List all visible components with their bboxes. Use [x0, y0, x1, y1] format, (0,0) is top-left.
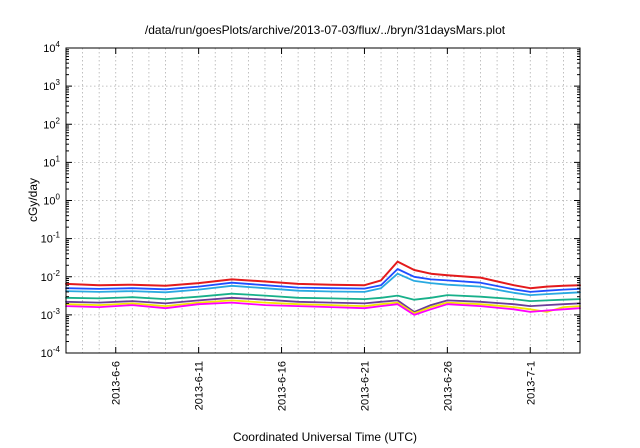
y-tick-label: 10-1: [41, 231, 61, 246]
y-tick-label: 103: [43, 78, 60, 93]
x-tick-label: 2013-6-16: [277, 361, 289, 411]
chart-title: /data/run/goesPlots/archive/2013-07-03/f…: [145, 23, 506, 37]
series-line-4: [65, 292, 581, 303]
y-tick-label: 102: [43, 116, 60, 131]
y-tick-label: 10-3: [41, 307, 61, 322]
series-line-7: [65, 301, 581, 316]
x-tick-label: 2013-6-11: [194, 361, 206, 410]
series-group: [65, 260, 581, 316]
y-axis: 10-4 10-3 10-2 10-1 100 101 102 103 104: [41, 40, 580, 360]
x-tick-label: 2013-6-26: [442, 361, 454, 411]
series-line-6: [65, 299, 581, 315]
series-line-3: [65, 272, 581, 297]
x-tick-label: 2013-7-1: [525, 361, 537, 405]
series-line-2: [65, 268, 581, 293]
y-tick-label: 10-4: [41, 345, 61, 360]
y-tick-label: 10-2: [41, 269, 61, 284]
y-tick-label: 104: [43, 40, 60, 55]
y-axis-label: cGy/day: [26, 178, 40, 222]
x-tick-label: 2013-6-6: [111, 361, 123, 405]
x-axis-label: Coordinated Universal Time (UTC): [233, 430, 417, 444]
series-line-5: [65, 296, 581, 313]
grid: [66, 48, 580, 353]
series-line-1: [65, 260, 581, 290]
y-tick-label: 101: [43, 154, 60, 169]
x-tick-label: 2013-6-21: [359, 361, 371, 411]
x-axis: 2013-6-6 2013-6-11 2013-6-16 2013-6-21 2013-…: [111, 48, 537, 411]
y-tick-label: 100: [43, 193, 60, 208]
